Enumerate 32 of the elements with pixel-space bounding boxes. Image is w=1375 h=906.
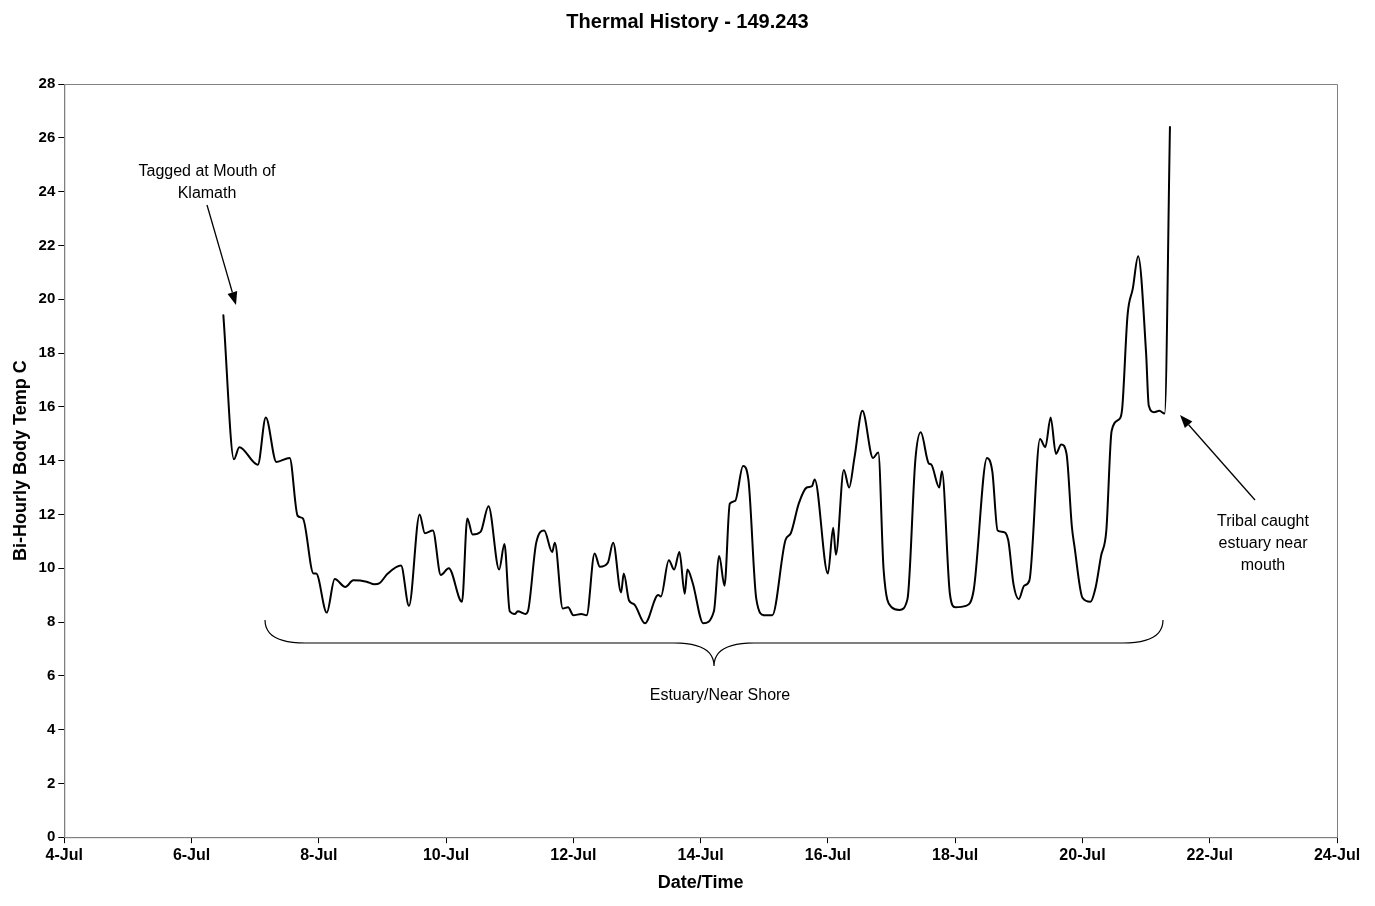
x-tick-label: 16-Jul: [804, 846, 852, 864]
x-tick-label: 14-Jul: [677, 846, 724, 864]
x-tick-label: 4-Jul: [45, 846, 83, 864]
y-tick-label: 18: [38, 343, 56, 361]
x-axis-title: Date/Time: [657, 872, 744, 893]
y-tick-label: 0: [46, 827, 56, 845]
y-tick-label: 20: [38, 289, 56, 307]
y-tick-label: 6: [46, 665, 56, 683]
y-tick-label: 4: [46, 719, 56, 737]
x-tick-label: 24-Jul: [1313, 846, 1361, 864]
x-tick-label: 20-Jul: [1059, 846, 1106, 864]
x-tick-label: 8-Jul: [300, 846, 338, 864]
annotation: Tribal caught estuary near mouth: [1217, 512, 1310, 574]
x-tick-label: 22-Jul: [1186, 846, 1233, 864]
x-tick-label: 12-Jul: [550, 846, 597, 864]
y-tick-label: 22: [38, 235, 56, 253]
y-tick-label: 24: [38, 181, 56, 199]
x-tick-label: 10-Jul: [422, 846, 470, 864]
y-tick-label: 28: [38, 74, 56, 92]
y-tick-label: 10: [38, 558, 56, 576]
chart-title: Thermal History - 149.243: [565, 10, 810, 33]
annotation: Estuary/Near Shore: [649, 686, 791, 704]
x-tick-label: 18-Jul: [932, 846, 979, 864]
x-tick-label: 6-Jul: [172, 846, 211, 864]
annotation: Tagged at Mouth of Klamath: [138, 162, 277, 202]
y-tick-label: 14: [38, 450, 56, 468]
y-tick-label: 16: [38, 396, 56, 414]
y-tick-label: 12: [38, 504, 56, 522]
y-tick-label: 2: [46, 773, 56, 791]
y-tick-label: 8: [46, 612, 56, 630]
y-axis-title: Bi-Hourly Body Temp C: [9, 360, 30, 561]
y-tick-label: 26: [38, 127, 56, 145]
